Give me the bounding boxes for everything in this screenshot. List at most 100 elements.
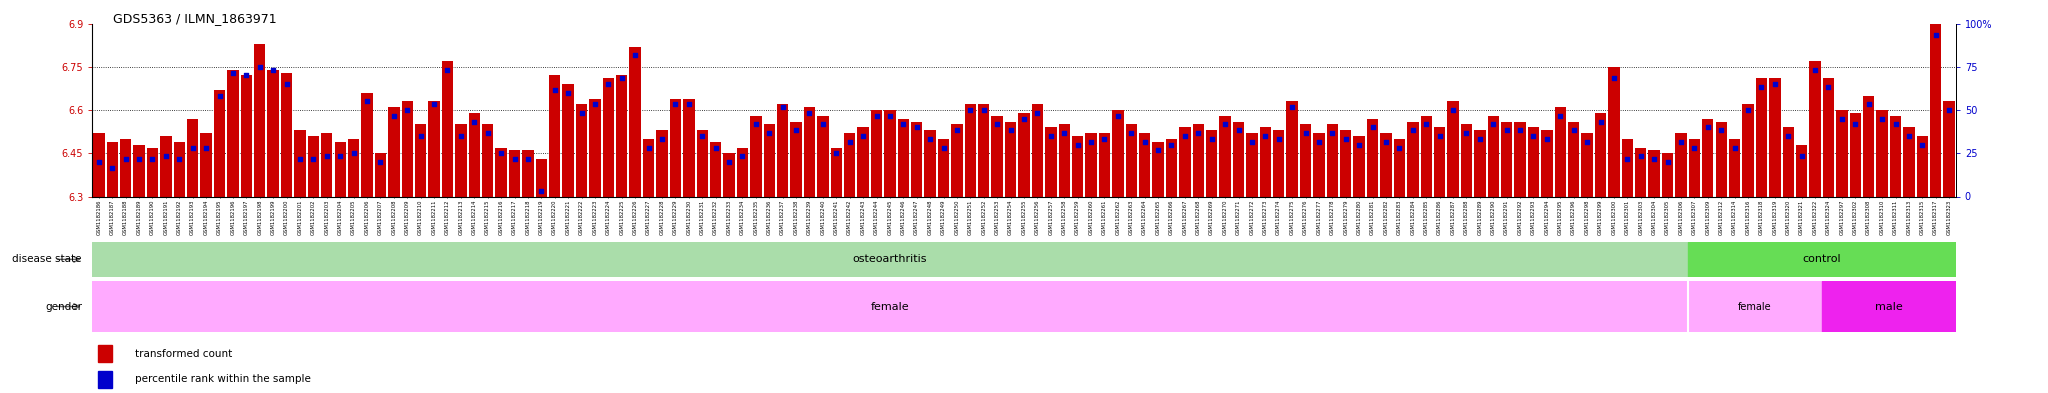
Text: percentile rank within the sample: percentile rank within the sample (135, 374, 311, 384)
Point (1491, 127, 1524, 133)
Point (1061, 141, 1094, 148)
Point (1464, 136, 1497, 142)
Bar (1876, 110, 1888, 196)
Point (1907, 141, 1939, 148)
Bar (92, 133, 104, 196)
Point (1530, 136, 1563, 142)
Bar (831, 147, 842, 196)
Bar (1448, 101, 1458, 196)
Point (793, 110, 825, 116)
Point (1638, 156, 1671, 162)
Bar (201, 133, 211, 196)
Point (229, 72, 262, 79)
Bar (764, 125, 774, 196)
Point (1397, 127, 1430, 133)
Bar (1180, 127, 1190, 196)
Point (1370, 139, 1403, 145)
Point (1624, 153, 1657, 159)
Point (1718, 144, 1751, 151)
Bar (1608, 67, 1620, 196)
Bar (1528, 127, 1540, 196)
Point (1450, 130, 1483, 136)
Point (713, 159, 745, 165)
Bar (1917, 136, 1927, 196)
Bar (1487, 116, 1499, 196)
Bar (1354, 136, 1364, 196)
Point (1276, 104, 1309, 110)
Bar (1890, 116, 1901, 196)
Bar (750, 116, 762, 196)
Point (1022, 110, 1055, 116)
Point (1651, 159, 1683, 165)
Point (430, 66, 463, 73)
Bar (160, 136, 172, 196)
Point (135, 156, 168, 162)
Bar (389, 107, 399, 196)
Point (1692, 124, 1724, 130)
Bar (307, 136, 319, 196)
Bar (442, 61, 453, 196)
Point (1812, 84, 1845, 90)
Point (1169, 133, 1202, 139)
Bar (924, 130, 936, 196)
Bar (254, 44, 266, 196)
Bar (1032, 104, 1042, 196)
Point (365, 159, 397, 165)
Bar (670, 99, 682, 196)
Point (1409, 121, 1442, 128)
Bar (1743, 104, 1753, 196)
Point (967, 107, 999, 113)
Bar (1622, 139, 1632, 196)
Point (1155, 141, 1188, 148)
Point (928, 144, 961, 151)
Bar (1098, 133, 1110, 196)
Bar (1153, 142, 1163, 196)
Text: osteoarthritis: osteoarthritis (852, 254, 928, 264)
Point (1356, 124, 1389, 130)
Bar (1219, 116, 1231, 196)
Bar (1513, 121, 1526, 196)
Bar (1595, 113, 1606, 196)
Point (150, 153, 182, 159)
Bar (791, 121, 801, 196)
Point (954, 107, 987, 113)
Bar (98, 345, 113, 362)
Point (256, 66, 289, 73)
Point (203, 92, 236, 99)
Bar (1542, 130, 1552, 196)
Point (1034, 133, 1067, 139)
Bar (1716, 121, 1726, 196)
Point (444, 133, 477, 139)
Bar (1808, 61, 1821, 196)
Bar (1634, 147, 1647, 196)
Point (164, 156, 197, 162)
Point (1329, 136, 1362, 142)
Point (1317, 130, 1350, 136)
Bar (1581, 133, 1593, 196)
Bar (268, 70, 279, 196)
Point (297, 156, 330, 162)
Bar (1661, 153, 1673, 196)
Point (1114, 130, 1147, 136)
Bar (1755, 78, 1767, 196)
Point (551, 90, 584, 96)
Bar (416, 125, 426, 196)
Point (993, 127, 1026, 133)
Bar (147, 147, 158, 196)
Bar (776, 104, 788, 196)
Point (418, 101, 451, 107)
Bar (737, 147, 748, 196)
Text: female: female (870, 301, 909, 312)
Point (1798, 66, 1831, 73)
Point (1544, 113, 1577, 119)
Point (1933, 107, 1966, 113)
Bar (1569, 121, 1579, 196)
Point (244, 64, 276, 70)
Bar (522, 151, 535, 196)
Bar (1837, 110, 1847, 196)
Point (459, 118, 492, 125)
Point (1665, 139, 1698, 145)
Point (176, 144, 209, 151)
Point (1087, 136, 1120, 142)
Bar (1690, 139, 1700, 196)
